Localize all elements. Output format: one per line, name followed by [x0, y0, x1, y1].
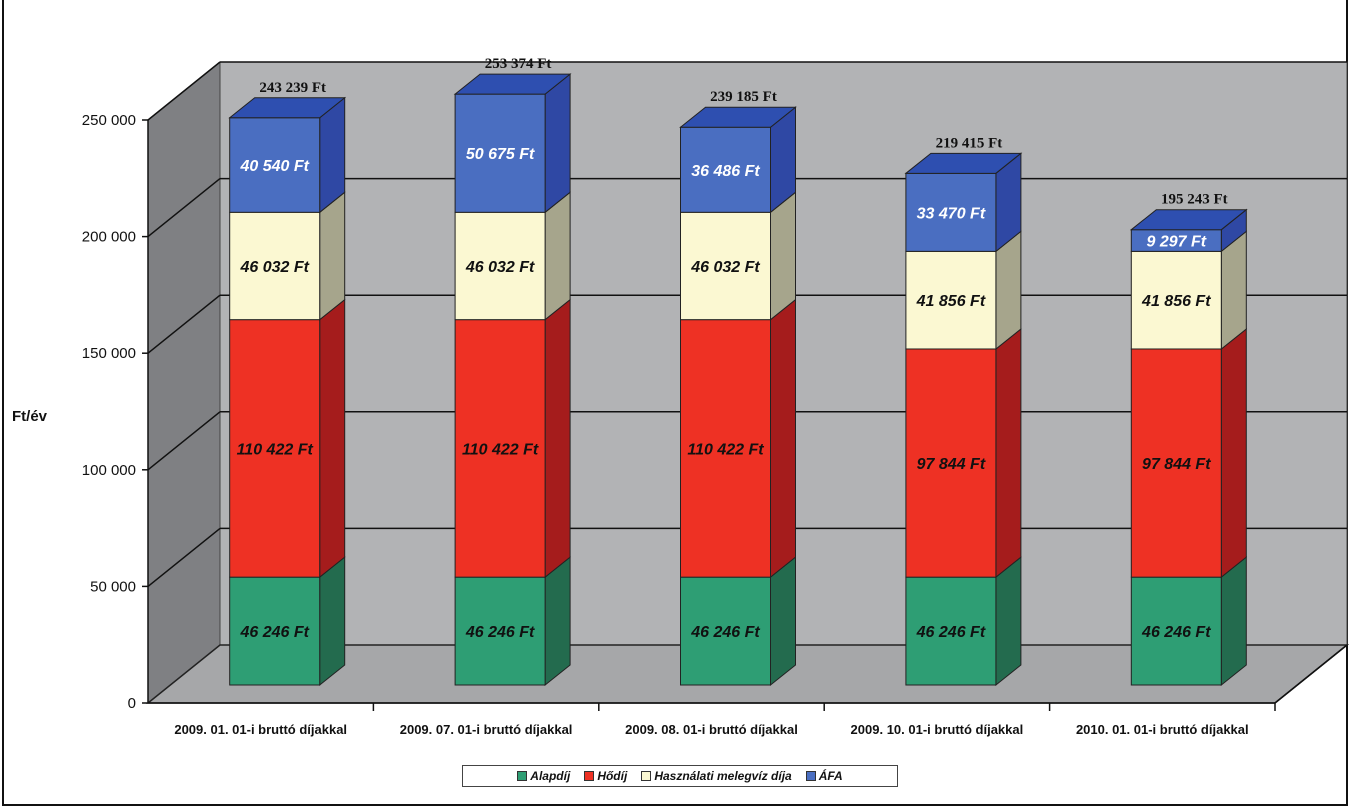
- bar-segment: [1130, 348, 1222, 578]
- bar-segment: [905, 172, 997, 252]
- bar-side: [1220, 556, 1247, 687]
- bar-value-label: 97 844 Ft: [1142, 456, 1211, 473]
- bar-segment: [454, 211, 546, 321]
- gridline-side: [147, 527, 221, 587]
- bar-segment: [229, 576, 321, 686]
- bar-side: [770, 191, 796, 321]
- floor-edge: [1274, 644, 1348, 704]
- y-axis-label: Ft/év: [12, 408, 48, 425]
- bar-total-label: 243 239 Ft: [259, 80, 326, 96]
- bar-value-label: 41 856 Ft: [1141, 293, 1211, 310]
- legend-item-hodij: Hődíj: [584, 769, 627, 783]
- bar-total-label: 195 243 Ft: [1161, 192, 1228, 208]
- legend-item-melegviz: Használati melegvíz díja: [641, 769, 792, 783]
- bar-value-label: 50 675 Ft: [466, 146, 535, 163]
- bar-segment: [905, 250, 997, 350]
- bar-segment: [454, 576, 546, 686]
- x-tick-label: 2009. 08. 01-i bruttó díjakkal: [625, 722, 798, 737]
- y-tick-label: 100 000: [82, 462, 136, 479]
- gridline-side: [147, 61, 221, 121]
- bar-top: [453, 73, 572, 95]
- bar-segment: [905, 576, 997, 686]
- bar-side: [770, 556, 796, 687]
- y-tick-label: 200 000: [82, 229, 136, 246]
- legend-swatch-melegviz: [641, 771, 652, 781]
- y-tick-label: 0: [128, 695, 136, 712]
- bar-value-label: 46 032 Ft: [239, 259, 309, 276]
- gridline-side: [147, 178, 221, 238]
- bar-value-label: 97 844 Ft: [917, 456, 986, 473]
- legend-label-alapdij: Alapdíj: [530, 769, 571, 783]
- bar-side: [319, 298, 346, 579]
- legend-label-hodij: Hődíj: [597, 769, 628, 783]
- bar-value-label: 46 246 Ft: [1141, 624, 1211, 641]
- y-tick-label: 50 000: [90, 578, 136, 595]
- bar-segment: [680, 576, 771, 686]
- bar-segment: [229, 319, 321, 578]
- bar-side: [995, 556, 1022, 687]
- bar-side: [544, 73, 571, 214]
- side-wall: [148, 62, 220, 703]
- bar-top: [679, 106, 797, 128]
- bar-value-label: 41 856 Ft: [916, 293, 986, 310]
- bar-value-label: 46 032 Ft: [465, 259, 535, 276]
- bar-side: [544, 191, 571, 321]
- bar-side: [319, 556, 346, 687]
- bar-value-label: 40 540 Ft: [239, 158, 309, 175]
- bar-value-label: 46 246 Ft: [465, 624, 535, 641]
- bar-segment: [1130, 576, 1222, 686]
- legend-label-melegviz: Használati melegvíz díja: [654, 769, 792, 783]
- bar-top: [904, 152, 1023, 174]
- bar-side: [1220, 230, 1247, 351]
- bar-segment: [454, 319, 546, 578]
- y-tick-label: 150 000: [82, 345, 136, 362]
- legend-item-alapdij: Alapdíj: [517, 769, 570, 783]
- bar-top: [1129, 209, 1248, 231]
- bar-value-label: 46 246 Ft: [690, 624, 760, 641]
- bar-segment: [229, 211, 321, 321]
- bar-side: [770, 298, 796, 579]
- bar-segment: [905, 348, 997, 578]
- bar-segment: [680, 319, 771, 578]
- legend-swatch-afa: [805, 771, 816, 781]
- bar-value-label: 33 470 Ft: [917, 205, 986, 222]
- x-tick-label: 2010. 01. 01-i bruttó díjakkal: [1076, 722, 1249, 737]
- bar-total-label: 239 185 Ft: [710, 89, 777, 105]
- gridline-side: [147, 411, 221, 471]
- bar-value-label: 36 486 Ft: [691, 163, 760, 180]
- bar-value-label: 110 422 Ft: [687, 441, 764, 458]
- x-tick-label: 2009. 10. 01-i bruttó díjakkal: [851, 722, 1024, 737]
- bar-side: [1220, 327, 1247, 579]
- bar-total-label: 219 415 Ft: [936, 135, 1003, 151]
- gridline-side: [147, 294, 221, 354]
- bar-side: [319, 191, 346, 321]
- legend-label-afa: ÁFA: [818, 769, 843, 783]
- bar-segment: [680, 211, 771, 321]
- bar-side: [995, 230, 1022, 351]
- bar-value-label: 9 297 Ft: [1147, 234, 1207, 251]
- legend-swatch-hodij: [584, 771, 595, 781]
- y-tick-label: 250 000: [82, 112, 136, 129]
- bar-value-label: 46 246 Ft: [916, 624, 986, 641]
- bar-value-label: 46 246 Ft: [239, 624, 309, 641]
- bar-side: [544, 556, 571, 687]
- bar-segment: [454, 93, 546, 213]
- x-tick-label: 2009. 01. 01-i bruttó díjakkal: [174, 722, 347, 737]
- bar-value-label: 110 422 Ft: [462, 441, 539, 458]
- bar-side: [995, 327, 1022, 579]
- bar-top: [228, 97, 347, 119]
- bar-segment: [229, 117, 321, 213]
- bar-total-label: 253 374 Ft: [485, 56, 552, 72]
- legend: Alapdíj Hődíj Használati melegvíz díja Á…: [462, 765, 898, 787]
- legend-swatch-alapdij: [517, 771, 528, 781]
- bar-value-label: 46 032 Ft: [690, 259, 760, 276]
- x-tick-label: 2009. 07. 01-i bruttó díjakkal: [400, 722, 573, 737]
- legend-item-afa: ÁFA: [805, 769, 843, 783]
- bar-value-label: 110 422 Ft: [237, 441, 314, 458]
- bar-side: [544, 298, 571, 579]
